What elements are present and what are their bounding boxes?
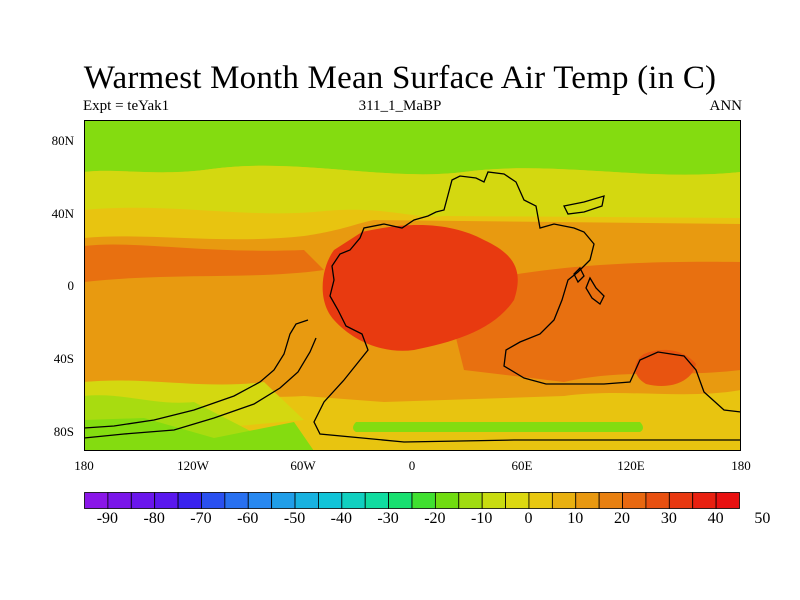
lon-label-60w: 60W [290,458,316,473]
colorbar-swatch [294,492,319,509]
colorbar-swatch [434,492,460,509]
colorbar-label: -20 [424,510,446,527]
southern-hot-core [635,349,696,386]
colorbar-swatch [364,492,389,509]
lon-label-120e: 120E [617,458,645,473]
colorbar-swatch [130,492,156,509]
coastlines [84,171,741,443]
colorbar-swatch [622,492,647,509]
colorbar-label: -90 [96,510,119,527]
colorbar-label: 10 [567,510,584,527]
experiment-label: Expt = teYak1 [83,98,170,114]
season-label: ANN [709,98,743,114]
colorbar-label: -30 [377,510,399,527]
island-2 [585,276,605,305]
lat-label-80n: 80N [51,133,74,148]
continental-hot-core [322,225,518,351]
colorbar-swatch [84,492,109,509]
colorbar-label: 30 [660,510,677,527]
colorbar-label: 40 [707,510,724,527]
colorbar-label: -80 [143,510,165,527]
colorbar-swatch [388,492,413,509]
island-1 [563,195,605,215]
colorbar-label: -50 [283,510,306,527]
lat-label-80s: 80S [53,424,74,439]
colorbar-swatch [247,492,273,509]
lon-label-60e: 60E [511,458,533,473]
colorbar-label: 20 [614,510,631,527]
colorbar-swatch [575,492,600,509]
colorbar-swatch [201,492,226,509]
lat-label-40s: 40S [53,351,74,366]
colorbar-label: 50 [754,510,771,527]
colorbar-swatch [598,492,623,509]
island-3 [573,266,585,284]
colorbar-swatch [411,492,436,509]
colorbar-label: -10 [471,510,493,527]
pangea-outline [313,171,741,443]
colorbar-swatch [692,492,717,509]
colorbar-swatch [645,492,670,509]
colorbar-swatch [224,492,249,509]
antarctic-strip [353,422,643,432]
colorbar-swatch [107,492,132,509]
colorbar-swatch [154,492,179,509]
colorbar-swatch [528,492,553,509]
colorbar-swatch [505,492,530,509]
colorbar-svg [84,492,740,509]
inner-coast-1 [84,337,317,439]
colorbar-swatch [318,492,343,509]
colorbar-label: -40 [330,510,352,527]
colorbar-label: 0 [524,510,533,527]
lon-label-180e: 180 [731,458,751,473]
lat-label-0: 0 [67,278,75,293]
lon-label-120w: 120W [177,458,209,473]
lon-label-180w: 180 [74,458,94,473]
colorbar-swatch [341,492,366,509]
period-label: 311_1_MaBP [358,98,442,114]
pacific-hot-zone [84,244,324,282]
colorbar [84,492,740,514]
temperature-map [84,120,741,451]
colorbar-label: -70 [190,510,212,527]
lat-label-40n: 40N [51,206,74,221]
lon-label-0: 0 [408,458,416,473]
chart-title: Warmest Month Mean Surface Air Temp (in … [83,60,717,96]
map-frame [84,120,741,451]
colorbar-swatch [481,492,506,509]
antarctic-ice-band [84,418,314,451]
southern-peninsula-outline [84,319,309,429]
colorbar-label: -60 [237,510,259,527]
colorbar-swatch [715,492,740,509]
colorbar-swatch [271,492,296,509]
colorbar-swatch [177,492,202,509]
temperature-map-svg [84,120,741,451]
colorbar-swatch [458,492,483,509]
north-cool-band [84,120,741,175]
colorbar-swatch [668,492,694,509]
colorbar-swatch [551,492,577,509]
